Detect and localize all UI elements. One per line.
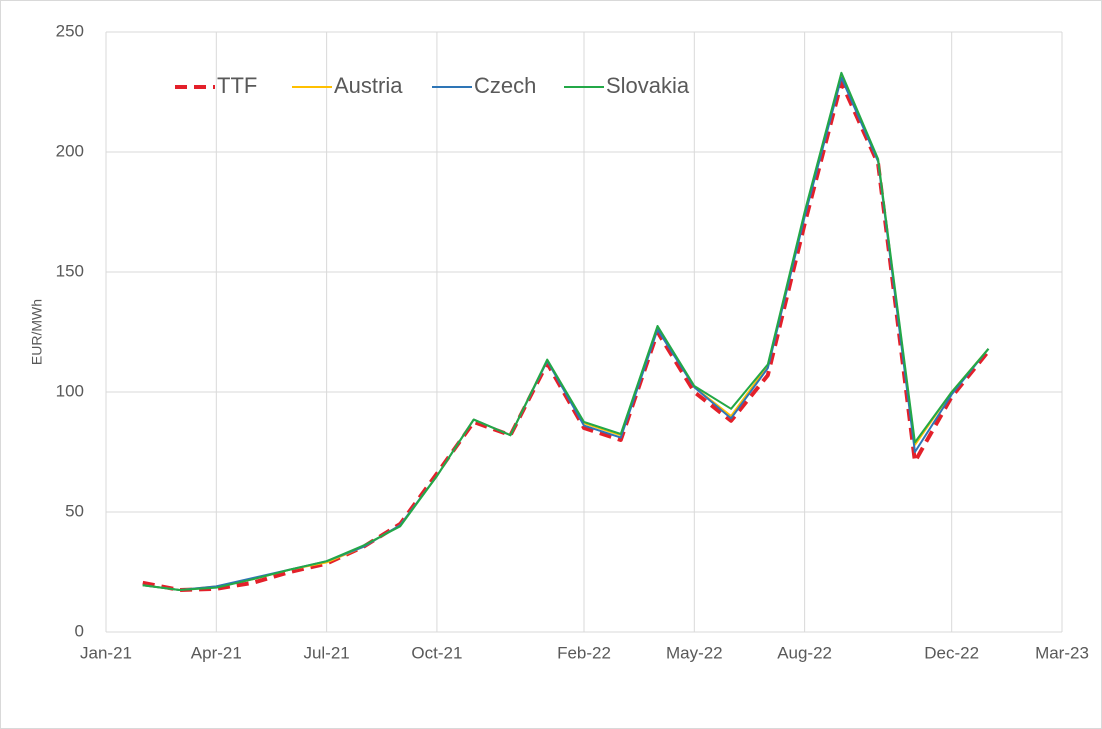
x-tick-label: Feb-22	[557, 643, 611, 662]
x-tick-label: Jan-21	[80, 643, 132, 662]
legend-label: Austria	[334, 73, 403, 98]
y-tick-label: 150	[56, 261, 84, 280]
legend-label: Slovakia	[606, 73, 690, 98]
legend-label: TTF	[217, 73, 257, 98]
x-tick-label: Mar-23	[1035, 643, 1089, 662]
y-tick-label: 100	[56, 381, 84, 400]
x-tick-label: Oct-21	[411, 643, 462, 662]
x-tick-label: Aug-22	[777, 643, 832, 662]
x-tick-label: May-22	[666, 643, 723, 662]
y-tick-label: 200	[56, 141, 84, 160]
y-tick-label: 250	[56, 21, 84, 40]
x-tick-label: Dec-22	[924, 643, 979, 662]
x-tick-label: Jul-21	[303, 643, 349, 662]
x-tick-label: Apr-21	[191, 643, 242, 662]
y-axis-label: EUR/MWh	[29, 299, 45, 365]
series-line	[142, 80, 991, 592]
series-line	[142, 71, 990, 591]
legend-label: Czech	[474, 73, 536, 98]
y-tick-label: 0	[75, 621, 84, 640]
y-tick-label: 50	[65, 501, 84, 520]
